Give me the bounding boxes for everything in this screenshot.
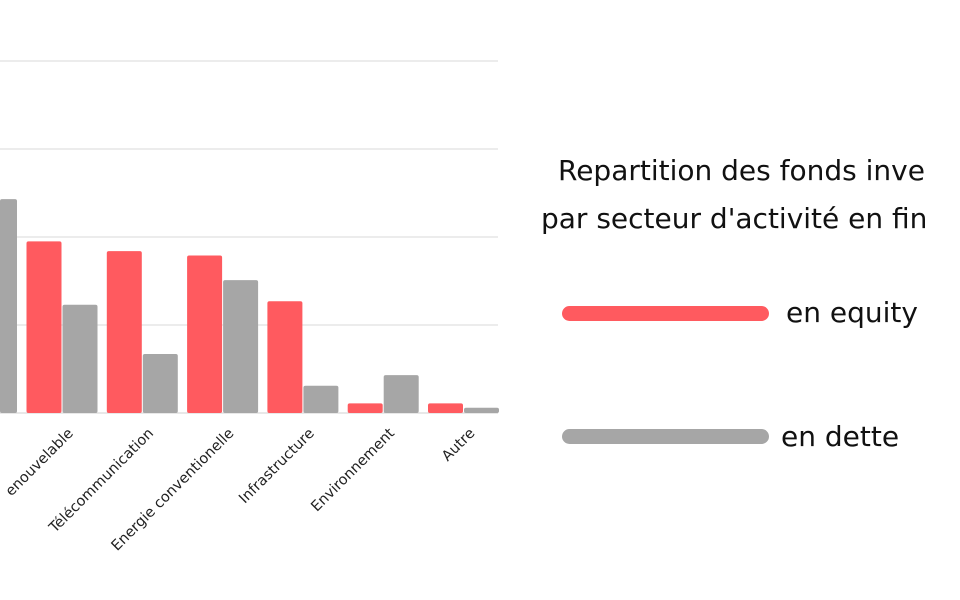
bar-dette-3 [303,385,339,413]
chart-title-line-1: Repartition des fonds inve [558,154,925,187]
x-tick-label-3: Infrastructure [236,425,318,507]
bar-dette-2 [223,280,259,413]
bar-dette-1 [142,354,178,413]
bar-equity-5 [428,403,463,413]
bar-dette-4 [383,375,419,413]
bar-equity-0 [26,241,62,413]
x-tick-label-4: Environnement [308,425,398,515]
legend-swatch-dette [562,429,769,444]
x-tick-label-0: enouvelable [3,425,77,499]
bar-dette-0 [62,304,98,413]
legend-swatch-equity [562,306,769,321]
bar-equity-1 [106,251,142,413]
bar-dette-5 [464,407,499,413]
bar-equity-2 [187,255,223,413]
x-tick-label-5: Autre [439,425,478,464]
bar-partial [0,199,17,413]
bar-equity-4 [347,403,383,413]
bar-equity-3 [267,301,303,413]
legend-label-equity: en equity [786,296,918,329]
legend-label-dette: en dette [781,420,900,453]
chart-title-line-2: par secteur d'activité en fin [541,202,928,235]
